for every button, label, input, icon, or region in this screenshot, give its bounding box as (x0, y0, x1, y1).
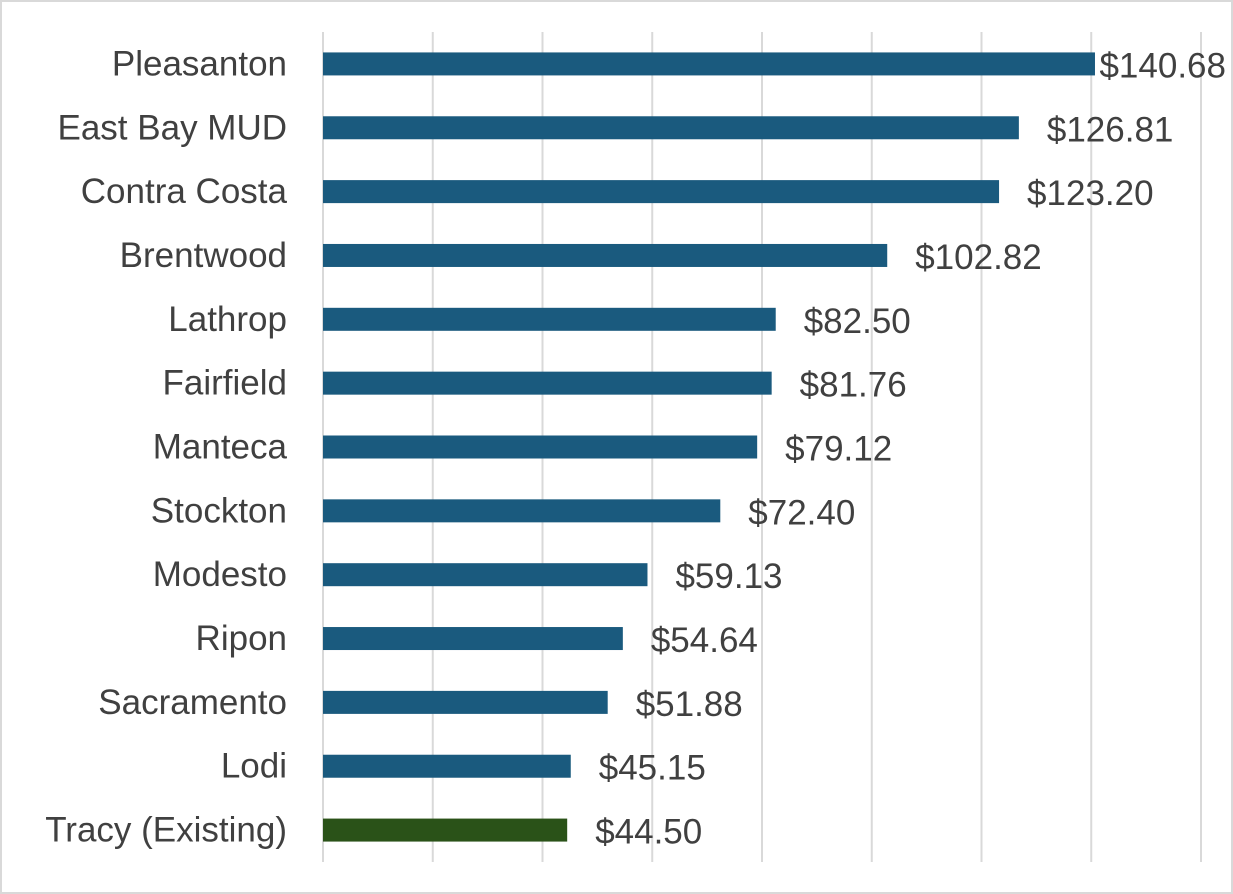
category-label: Ripon (196, 619, 287, 658)
value-label: $45.15 (599, 749, 706, 788)
bars (323, 52, 1095, 842)
bar (323, 371, 772, 395)
value-label: $102.82 (915, 238, 1042, 277)
bar (323, 627, 623, 651)
category-labels: Pleasanton East Bay MUD Contra Costa Brentw… (45, 44, 287, 849)
bar (323, 243, 888, 267)
value-label: $54.64 (651, 621, 758, 660)
category-label: Fairfield (163, 364, 287, 403)
category-label: Lodi (221, 747, 287, 786)
bar (323, 307, 776, 331)
bar (323, 52, 1095, 76)
value-label: $123.20 (1027, 174, 1154, 213)
bar (323, 180, 1000, 204)
bar (323, 690, 608, 714)
value-label: $72.40 (748, 493, 855, 532)
value-label: $81.76 (800, 366, 907, 405)
value-label: $82.50 (804, 302, 911, 341)
value-labels: $140.68 $126.81 $123.20 $102.82$82.50 $81.76… (595, 46, 1226, 851)
category-label: Stockton (151, 491, 287, 530)
category-label: Tracy (Existing) (45, 811, 287, 850)
value-label: $59.13 (675, 557, 782, 596)
bar (323, 435, 758, 459)
category-label: East Bay MUD (58, 108, 288, 147)
category-label: Contra Costa (81, 172, 288, 211)
bar (323, 499, 721, 523)
bar (323, 563, 648, 587)
value-label: $44.50 (595, 813, 702, 852)
category-label: Pleasanton (112, 44, 287, 83)
category-label: Brentwood (120, 236, 287, 275)
bar (323, 818, 568, 842)
value-label: $126.81 (1047, 110, 1174, 149)
category-label: Sacramento (98, 683, 287, 722)
category-label: Lathrop (168, 300, 287, 339)
category-label: Modesto (153, 555, 287, 594)
bar (323, 754, 571, 778)
bar (323, 116, 1019, 140)
value-label: $79.12 (785, 430, 892, 469)
value-label: $140.68 (1099, 46, 1226, 85)
value-label: $51.88 (636, 685, 743, 724)
category-label: Manteca (153, 428, 288, 467)
gridlines (322, 32, 1202, 862)
